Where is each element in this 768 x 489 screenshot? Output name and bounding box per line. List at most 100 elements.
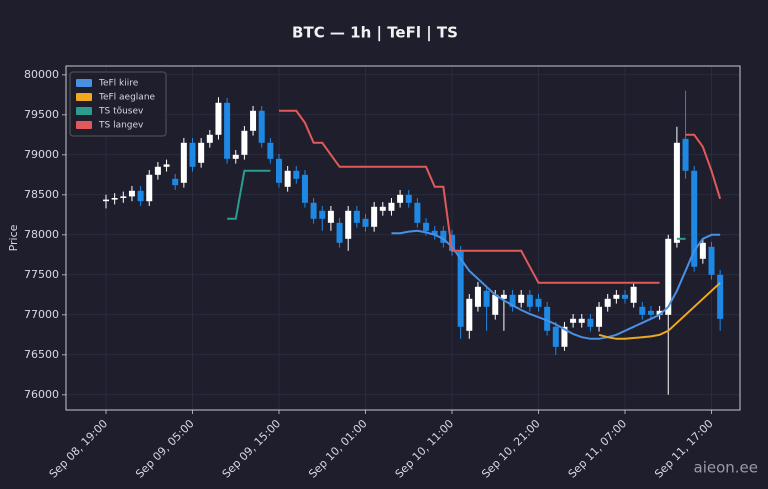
candle-body <box>587 318 594 327</box>
candle-body <box>630 286 637 303</box>
candle-body <box>103 199 109 202</box>
indicator-line <box>227 169 271 220</box>
candle-body <box>656 310 663 315</box>
candle-body <box>128 190 135 197</box>
y-axis-label: Price <box>7 224 20 251</box>
candle-body <box>440 230 447 243</box>
candle-body <box>561 326 568 347</box>
candle-body <box>250 110 257 131</box>
candle-body <box>717 274 724 319</box>
indicator-line <box>391 229 721 340</box>
candle-body <box>673 142 680 243</box>
candle-body <box>120 196 127 198</box>
candle-body <box>699 242 706 259</box>
candle-body <box>578 318 585 323</box>
candle-body <box>232 154 239 159</box>
candle-body <box>604 298 611 307</box>
candle-body <box>388 202 395 211</box>
candle-body <box>622 294 628 299</box>
legend-label: TS tõusev <box>98 107 144 117</box>
candle-body <box>353 210 360 223</box>
candle-body <box>665 238 672 315</box>
candle-body <box>509 294 516 307</box>
candle-body <box>310 202 317 219</box>
y-tick-label: 79500 <box>24 108 59 121</box>
candle-body <box>301 174 308 203</box>
candle-body <box>708 246 715 275</box>
candle-body <box>276 158 282 183</box>
candle-body <box>327 210 334 223</box>
candle-body <box>154 166 161 175</box>
y-tick-label: 78500 <box>24 188 59 201</box>
candle-body <box>258 110 265 143</box>
candle-body <box>483 290 490 307</box>
candle-body <box>639 306 646 315</box>
candle-body <box>518 294 525 303</box>
legend-swatch <box>76 107 92 115</box>
candle-body <box>596 306 603 327</box>
candle-body <box>526 294 533 307</box>
y-tick-label: 77000 <box>24 308 59 321</box>
y-tick-label: 78000 <box>24 228 59 241</box>
candle-body <box>137 190 144 202</box>
candle-body <box>431 230 438 235</box>
candle-body <box>172 178 179 186</box>
candle-body <box>691 170 698 267</box>
candle-body <box>423 222 430 231</box>
y-tick-label: 80000 <box>24 68 59 81</box>
indicator-line <box>279 109 660 284</box>
candle-body <box>474 286 481 307</box>
candle-body <box>198 142 205 163</box>
candle-body <box>552 326 559 347</box>
candle-body <box>146 174 153 202</box>
candle-body <box>535 298 542 307</box>
indicator-line <box>598 282 721 340</box>
candle-body <box>241 130 248 155</box>
legend-label: TeFl aeglane <box>98 93 156 103</box>
candle-body <box>362 218 369 227</box>
candle-body <box>449 234 455 251</box>
candle-body <box>180 142 187 183</box>
candle-body <box>163 164 170 167</box>
chart-title: BTC — 1h | TeFl | TS <box>292 24 458 43</box>
y-tick-label: 77500 <box>24 268 59 281</box>
y-tick-label: 79000 <box>24 148 59 161</box>
legend-label: TeFl kiire <box>98 79 139 89</box>
candle-body <box>500 294 507 299</box>
candle-body <box>224 102 231 159</box>
candle-body <box>682 138 689 171</box>
legend-swatch <box>76 121 92 129</box>
candle-body <box>206 134 213 143</box>
plot-frame <box>65 65 741 411</box>
candle-body <box>570 318 577 323</box>
candle-body <box>466 298 473 331</box>
candle-body <box>319 210 326 219</box>
candle-body <box>215 102 222 135</box>
y-tick-label: 76500 <box>24 348 59 361</box>
legend-label: TS langev <box>98 121 144 131</box>
candle-body <box>293 170 300 179</box>
candle-body <box>492 294 499 315</box>
candle-body <box>371 206 378 227</box>
legend-swatch <box>76 93 92 101</box>
candle-body <box>336 222 343 243</box>
candle-body <box>379 206 386 211</box>
candle-body <box>284 170 291 187</box>
candle-body <box>613 294 620 299</box>
candle-body <box>397 194 404 203</box>
candle-body <box>189 142 196 167</box>
candle-body <box>111 198 118 200</box>
candle-body <box>405 194 412 203</box>
y-tick-label: 76000 <box>24 388 59 401</box>
candle-body <box>267 142 274 159</box>
watermark: aieon.ee <box>694 459 759 477</box>
candle-body <box>647 310 654 315</box>
legend-box <box>69 71 167 137</box>
candle-body <box>544 306 551 331</box>
legend-swatch <box>76 79 92 87</box>
candle-body <box>414 202 421 223</box>
indicator-line <box>685 133 722 200</box>
candle-body <box>345 210 352 239</box>
